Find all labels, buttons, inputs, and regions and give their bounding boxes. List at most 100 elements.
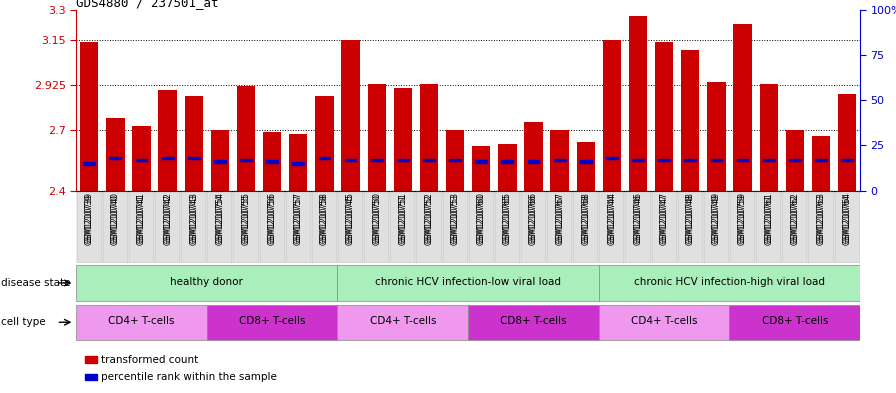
Text: GSM1210762: GSM1210762 — [790, 194, 799, 245]
Bar — [476, 160, 487, 163]
Text: GSM1210756: GSM1210756 — [268, 194, 277, 245]
Bar — [655, 42, 673, 191]
FancyBboxPatch shape — [286, 192, 311, 263]
Bar — [606, 157, 617, 159]
Text: GSM1210739: GSM1210739 — [85, 194, 94, 245]
Text: GSM1210753: GSM1210753 — [451, 194, 460, 245]
Bar — [367, 84, 386, 191]
Bar — [240, 159, 252, 161]
Text: CD8+ T-cells: CD8+ T-cells — [500, 316, 567, 327]
Text: chronic HCV infection-low viral load: chronic HCV infection-low viral load — [375, 277, 561, 287]
FancyBboxPatch shape — [730, 192, 755, 263]
Text: GSM1210759: GSM1210759 — [738, 194, 747, 245]
Text: GSM1210754: GSM1210754 — [215, 194, 224, 245]
FancyBboxPatch shape — [103, 192, 128, 263]
Bar — [472, 147, 490, 191]
FancyBboxPatch shape — [651, 192, 676, 263]
Bar — [577, 142, 595, 191]
FancyBboxPatch shape — [207, 305, 338, 340]
Bar — [524, 122, 543, 191]
Bar — [838, 94, 857, 191]
Text: GSM1210753: GSM1210753 — [451, 192, 460, 243]
Bar — [85, 356, 97, 363]
FancyBboxPatch shape — [469, 192, 494, 263]
Text: disease state: disease state — [1, 278, 71, 288]
Bar — [133, 126, 151, 191]
Bar — [135, 159, 147, 161]
Bar — [423, 159, 435, 161]
Text: GSM1210765: GSM1210765 — [503, 194, 512, 245]
Bar — [528, 160, 539, 163]
FancyBboxPatch shape — [260, 192, 285, 263]
Bar — [498, 144, 516, 191]
Text: GSM1210757: GSM1210757 — [294, 194, 303, 245]
FancyBboxPatch shape — [756, 192, 781, 263]
FancyBboxPatch shape — [469, 305, 599, 340]
Text: GSM1210747: GSM1210747 — [659, 192, 668, 243]
FancyBboxPatch shape — [834, 192, 859, 263]
Text: healthy donor: healthy donor — [170, 277, 244, 287]
Bar — [162, 157, 174, 159]
Bar — [449, 159, 461, 161]
Bar — [789, 159, 801, 161]
Bar — [80, 42, 99, 191]
Text: GSM1210756: GSM1210756 — [268, 192, 277, 243]
Bar — [681, 50, 700, 191]
Bar — [841, 159, 853, 161]
Bar — [397, 159, 409, 161]
Bar — [685, 159, 696, 161]
Text: GSM1210742: GSM1210742 — [163, 192, 172, 243]
Text: GSM1210757: GSM1210757 — [294, 192, 303, 243]
FancyBboxPatch shape — [338, 265, 599, 301]
Bar — [554, 159, 565, 161]
FancyBboxPatch shape — [495, 192, 520, 263]
Text: GSM1210745: GSM1210745 — [346, 194, 355, 245]
Text: GSM1210751: GSM1210751 — [399, 194, 408, 245]
FancyBboxPatch shape — [599, 305, 729, 340]
Bar — [711, 159, 722, 161]
Text: GSM1210768: GSM1210768 — [582, 192, 590, 243]
Text: GSM1210748: GSM1210748 — [685, 192, 694, 243]
Text: GSM1210749: GSM1210749 — [712, 192, 721, 243]
Text: GDS4880 / 237501_at: GDS4880 / 237501_at — [76, 0, 219, 9]
Text: GSM1210764: GSM1210764 — [842, 194, 851, 245]
FancyBboxPatch shape — [77, 192, 102, 263]
Bar — [707, 82, 726, 191]
FancyBboxPatch shape — [338, 192, 363, 263]
Text: CD8+ T-cells: CD8+ T-cells — [239, 316, 306, 327]
Bar — [812, 136, 830, 191]
FancyBboxPatch shape — [312, 192, 337, 263]
Text: GSM1210746: GSM1210746 — [633, 194, 642, 245]
FancyBboxPatch shape — [129, 192, 154, 263]
Text: GSM1210768: GSM1210768 — [582, 194, 590, 245]
Text: GSM1210750: GSM1210750 — [372, 194, 381, 245]
Bar — [603, 40, 621, 191]
Text: GSM1210742: GSM1210742 — [163, 194, 172, 245]
FancyBboxPatch shape — [234, 192, 259, 263]
Text: GSM1210745: GSM1210745 — [346, 192, 355, 243]
Bar — [83, 162, 95, 165]
FancyBboxPatch shape — [521, 192, 546, 263]
Text: GSM1210741: GSM1210741 — [137, 192, 146, 243]
Text: CD8+ T-cells: CD8+ T-cells — [762, 316, 828, 327]
Text: GSM1210750: GSM1210750 — [372, 192, 381, 243]
Text: GSM1210767: GSM1210767 — [556, 194, 564, 245]
FancyBboxPatch shape — [547, 192, 573, 263]
Bar — [266, 160, 278, 163]
Text: GSM1210759: GSM1210759 — [738, 192, 747, 243]
Bar — [420, 84, 438, 191]
FancyBboxPatch shape — [573, 192, 599, 263]
Bar — [345, 159, 357, 161]
Text: GSM1210762: GSM1210762 — [790, 192, 799, 243]
Text: GSM1210758: GSM1210758 — [320, 192, 329, 243]
Bar — [109, 157, 121, 159]
Bar — [760, 84, 778, 191]
Text: percentile rank within the sample: percentile rank within the sample — [101, 372, 277, 382]
FancyBboxPatch shape — [808, 192, 833, 263]
Text: GSM1210764: GSM1210764 — [842, 192, 851, 243]
Bar — [188, 157, 200, 159]
Text: GSM1210740: GSM1210740 — [111, 194, 120, 245]
Bar — [214, 160, 226, 163]
Text: GSM1210752: GSM1210752 — [425, 192, 434, 243]
Bar — [263, 132, 281, 191]
